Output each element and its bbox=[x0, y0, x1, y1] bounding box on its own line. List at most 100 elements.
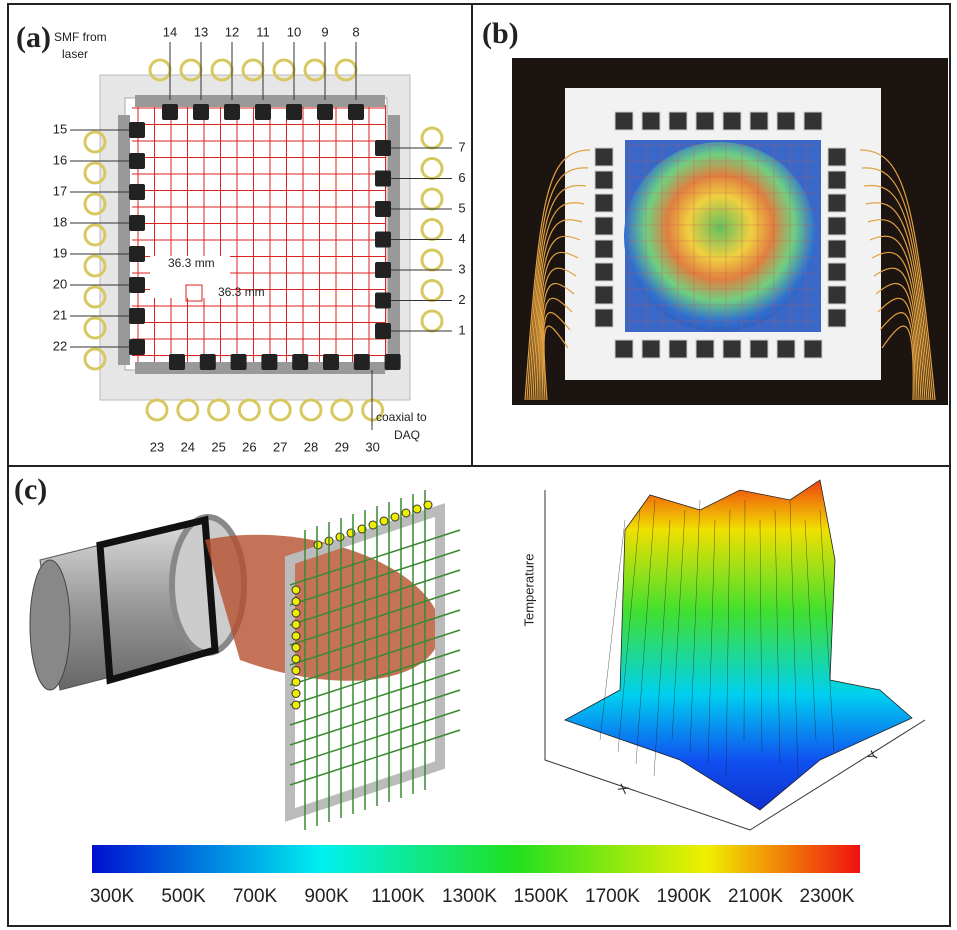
sensor bbox=[615, 340, 633, 358]
sensor bbox=[828, 286, 846, 304]
sensor bbox=[669, 112, 687, 130]
colorbar-label: 700K bbox=[233, 886, 278, 907]
sensor bbox=[347, 529, 355, 537]
connector bbox=[375, 232, 391, 248]
connector bbox=[323, 354, 339, 370]
note: DAQ bbox=[394, 428, 420, 442]
note: SMF from bbox=[54, 30, 107, 44]
sensor bbox=[642, 340, 660, 358]
port-number: 16 bbox=[53, 152, 67, 167]
connector bbox=[385, 354, 401, 370]
sensor bbox=[828, 171, 846, 189]
colorbar-label: 500K bbox=[161, 886, 206, 907]
window bbox=[125, 98, 387, 370]
fiber-coil bbox=[239, 400, 259, 420]
sensor bbox=[292, 586, 300, 594]
sensor bbox=[413, 505, 421, 513]
sensor bbox=[369, 521, 377, 529]
fiber-coil bbox=[178, 400, 198, 420]
fiber-coil bbox=[270, 400, 290, 420]
fiber-coil bbox=[422, 281, 442, 301]
sensor bbox=[828, 148, 846, 166]
port-number: 25 bbox=[211, 439, 225, 454]
colorbar-label: 1500K bbox=[514, 886, 569, 907]
sensor bbox=[804, 340, 822, 358]
sensor bbox=[595, 263, 613, 281]
port-number: 21 bbox=[53, 307, 67, 322]
axis-label: X bbox=[615, 781, 632, 796]
port-number: 11 bbox=[256, 24, 270, 39]
connector bbox=[348, 104, 364, 120]
port-number: 18 bbox=[53, 214, 67, 229]
connector bbox=[231, 354, 247, 370]
connector bbox=[375, 293, 391, 309]
sensor bbox=[336, 533, 344, 541]
fiber-coil bbox=[301, 400, 321, 420]
sensor bbox=[380, 517, 388, 525]
colorbar bbox=[92, 845, 860, 873]
connector bbox=[129, 215, 145, 231]
sensor bbox=[777, 112, 795, 130]
connector bbox=[354, 354, 370, 370]
sensor bbox=[391, 513, 399, 521]
sensor bbox=[292, 644, 300, 652]
fiber-coil bbox=[147, 400, 167, 420]
port-number: 3 bbox=[458, 261, 465, 276]
sensor bbox=[424, 501, 432, 509]
port-number: 27 bbox=[273, 439, 287, 454]
sensor bbox=[292, 598, 300, 606]
sensor bbox=[669, 340, 687, 358]
panel-label: (a) bbox=[16, 21, 51, 54]
sensor bbox=[314, 541, 322, 549]
sensor bbox=[828, 194, 846, 212]
connector bbox=[286, 104, 302, 120]
figure: (a) SMF from laser 36.3 mm 36.3 mm coaxi… bbox=[0, 0, 957, 930]
axis-label: Y bbox=[865, 748, 882, 763]
port-number: 7 bbox=[458, 139, 465, 154]
frame-bar bbox=[118, 115, 130, 365]
port-number: 17 bbox=[53, 183, 67, 198]
connector bbox=[129, 308, 145, 324]
sensor bbox=[595, 240, 613, 258]
sensor bbox=[828, 263, 846, 281]
port-number: 12 bbox=[225, 24, 239, 39]
port-number: 30 bbox=[365, 439, 379, 454]
colorbar-label: 2100K bbox=[728, 886, 783, 907]
panel-label: (b) bbox=[482, 17, 519, 50]
port-number: 6 bbox=[458, 170, 465, 185]
sensor bbox=[828, 309, 846, 327]
sensor bbox=[292, 655, 300, 663]
port-number: 28 bbox=[304, 439, 318, 454]
port-number: 1 bbox=[458, 322, 465, 337]
connector bbox=[255, 104, 271, 120]
note: laser bbox=[62, 47, 88, 61]
sensor bbox=[595, 217, 613, 235]
colorbar-label: 2300K bbox=[800, 886, 855, 907]
panel-label: (c) bbox=[14, 473, 47, 506]
sensor bbox=[292, 667, 300, 675]
burner-model bbox=[30, 490, 460, 830]
fiber-coil bbox=[422, 220, 442, 240]
port-number: 4 bbox=[458, 231, 465, 246]
sensor bbox=[750, 112, 768, 130]
fiber-coil bbox=[422, 189, 442, 209]
connector bbox=[129, 246, 145, 262]
panel-a bbox=[70, 42, 452, 430]
heatmap bbox=[624, 142, 816, 332]
colorbar-label: 900K bbox=[304, 886, 349, 907]
connector bbox=[129, 122, 145, 138]
port-number: 10 bbox=[287, 24, 301, 39]
port-number: 15 bbox=[53, 121, 67, 136]
surface-plot: Temperature X Y bbox=[521, 480, 925, 830]
sensor bbox=[595, 309, 613, 327]
port-number: 20 bbox=[53, 276, 67, 291]
sensor bbox=[595, 171, 613, 189]
connector bbox=[375, 140, 391, 156]
port-number: 19 bbox=[53, 245, 67, 260]
connector bbox=[375, 171, 391, 187]
colorbar-label: 1700K bbox=[585, 886, 640, 907]
port-number: 14 bbox=[163, 24, 177, 39]
spacing: 36.3 mm bbox=[218, 285, 265, 299]
colorbar-label: 300K bbox=[90, 886, 135, 907]
port-number: 24 bbox=[181, 439, 195, 454]
